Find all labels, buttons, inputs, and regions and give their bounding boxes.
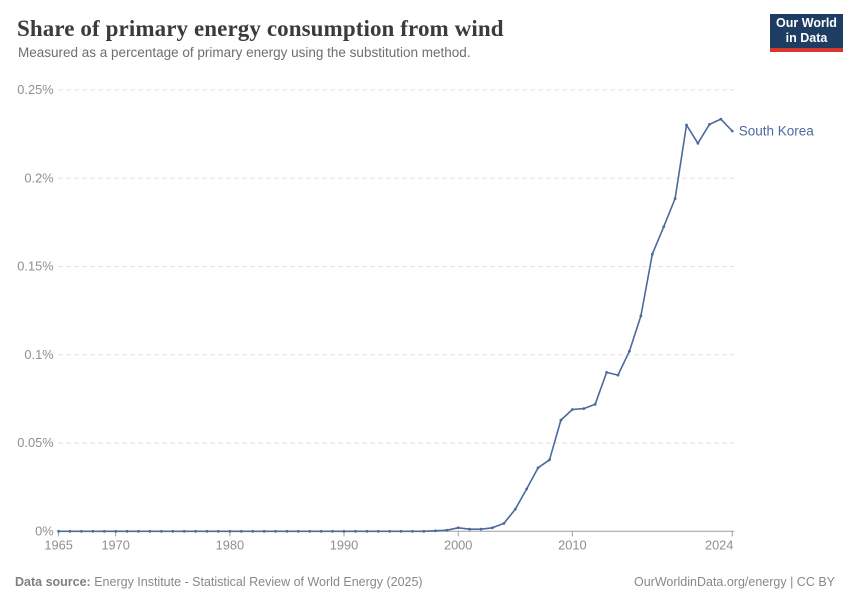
- owid-logo-line2: in Data: [785, 31, 828, 45]
- data-point[interactable]: [662, 225, 666, 229]
- data-point[interactable]: [251, 529, 255, 533]
- data-point[interactable]: [57, 529, 60, 533]
- data-point[interactable]: [719, 117, 723, 121]
- data-point[interactable]: [365, 529, 369, 533]
- page-title: Share of primary energy consumption from…: [17, 16, 504, 41]
- entity-label: South Korea: [739, 123, 815, 138]
- data-point[interactable]: [194, 529, 198, 533]
- x-axis-tick-label: 2000: [444, 537, 472, 552]
- x-axis-tick-label: 2024: [705, 537, 733, 552]
- y-axis-tick-label: 0.15%: [17, 259, 53, 274]
- x-axis-tick-label: 1980: [216, 537, 244, 552]
- data-point[interactable]: [434, 529, 437, 533]
- data-point[interactable]: [548, 458, 551, 462]
- data-point[interactable]: [137, 529, 140, 533]
- x-axis-tick-label: 1970: [101, 537, 129, 552]
- data-point[interactable]: [388, 529, 392, 533]
- data-point[interactable]: [525, 487, 529, 491]
- data-point[interactable]: [102, 529, 106, 533]
- data-point[interactable]: [628, 349, 631, 353]
- x-axis-tick-label: 2010: [558, 537, 586, 552]
- data-point[interactable]: [285, 529, 289, 533]
- y-axis-tick-label: 0.25%: [17, 82, 53, 97]
- data-point[interactable]: [730, 129, 734, 133]
- data-point[interactable]: [673, 197, 677, 201]
- data-source-text: Energy Institute - Statistical Review of…: [90, 575, 423, 589]
- data-point[interactable]: [639, 314, 643, 318]
- data-point[interactable]: [182, 529, 186, 533]
- series-line[interactable]: [57, 118, 733, 533]
- data-point[interactable]: [559, 418, 563, 422]
- data-point[interactable]: [411, 529, 414, 533]
- y-axis-tick-label: 0%: [35, 523, 54, 538]
- data-point[interactable]: [399, 529, 403, 533]
- data-source-note: Data source: Energy Institute - Statisti…: [15, 574, 423, 590]
- owid-logo-line1: Our World: [776, 16, 837, 30]
- y-axis-tick-label: 0.1%: [24, 347, 53, 362]
- data-point[interactable]: [479, 527, 483, 531]
- data-point[interactable]: [582, 407, 586, 410]
- data-point[interactable]: [502, 522, 506, 525]
- data-point[interactable]: [376, 529, 380, 533]
- data-point[interactable]: [593, 402, 597, 406]
- data-source-label: Data source:: [15, 575, 91, 589]
- data-point[interactable]: [468, 527, 471, 531]
- data-point[interactable]: [217, 529, 220, 533]
- data-point[interactable]: [205, 529, 209, 533]
- owid-logo[interactable]: Our World in Data: [770, 14, 843, 52]
- data-point[interactable]: [445, 528, 449, 532]
- data-point[interactable]: [456, 526, 460, 530]
- y-axis-tick-label: 0.2%: [24, 170, 53, 185]
- data-point[interactable]: [68, 529, 72, 533]
- x-axis-tick-label: 1965: [44, 537, 72, 552]
- data-point[interactable]: [297, 529, 300, 533]
- data-point[interactable]: [616, 373, 620, 377]
- data-point[interactable]: [262, 529, 266, 533]
- data-point[interactable]: [319, 529, 323, 533]
- chart-subtitle: Measured as a percentage of primary ener…: [18, 45, 471, 60]
- data-point[interactable]: [422, 529, 426, 533]
- data-point[interactable]: [171, 529, 175, 533]
- data-point[interactable]: [605, 371, 608, 374]
- data-point[interactable]: [331, 529, 334, 533]
- data-point[interactable]: [228, 529, 232, 533]
- data-point[interactable]: [274, 529, 277, 533]
- data-point[interactable]: [342, 529, 346, 533]
- data-point[interactable]: [354, 529, 357, 533]
- data-point[interactable]: [696, 141, 700, 145]
- data-point[interactable]: [491, 526, 494, 530]
- y-axis-tick-label: 0.05%: [17, 435, 53, 450]
- data-point[interactable]: [125, 529, 129, 533]
- data-point[interactable]: [148, 529, 152, 533]
- owid-credit-link[interactable]: OurWorldinData.org/energy | CC BY: [633, 575, 835, 589]
- data-point[interactable]: [571, 408, 574, 411]
- data-point[interactable]: [650, 252, 654, 256]
- data-point[interactable]: [160, 529, 163, 533]
- data-point[interactable]: [239, 529, 243, 533]
- data-point[interactable]: [114, 529, 118, 533]
- data-point[interactable]: [685, 123, 688, 127]
- data-point[interactable]: [513, 507, 517, 511]
- data-point[interactable]: [708, 123, 711, 126]
- data-point[interactable]: [91, 529, 95, 533]
- x-axis-tick-label: 1990: [330, 537, 358, 552]
- data-point[interactable]: [536, 466, 540, 470]
- data-point[interactable]: [80, 529, 83, 533]
- data-point[interactable]: [308, 529, 312, 533]
